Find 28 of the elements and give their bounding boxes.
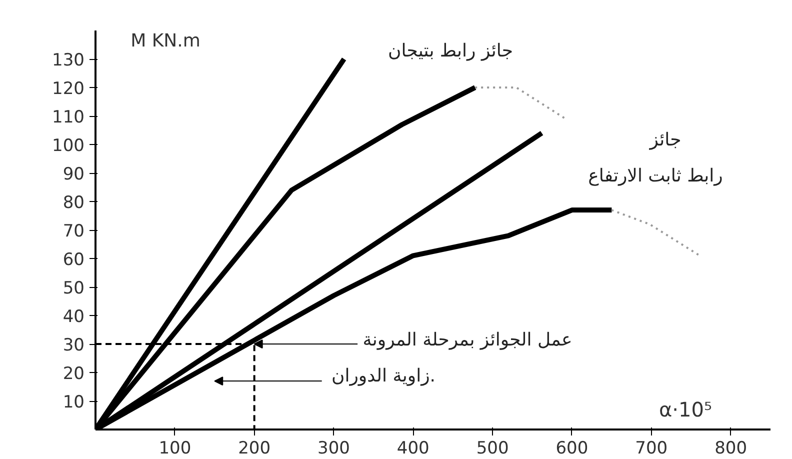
y-tick-label: 110 — [52, 108, 85, 128]
annotation: جائز — [648, 130, 682, 150]
x-tick-label: 300 — [318, 438, 350, 458]
y-tick-label: 50 — [62, 278, 85, 298]
y-tick-label: 90 — [62, 164, 85, 184]
y-tick-label: 40 — [62, 307, 85, 327]
y-tick-label: 20 — [62, 364, 85, 384]
y-tick-label: 70 — [62, 222, 85, 242]
x-tick-label: 500 — [476, 438, 509, 458]
y-tick-label: 100 — [52, 136, 85, 156]
y-tick-label: 10 — [62, 392, 85, 412]
y-tick-label: 130 — [52, 50, 85, 70]
annotation: رابط ثابت الارتفاع — [588, 166, 723, 186]
y-tick-label: 120 — [52, 79, 85, 99]
x-tick-label: 100 — [158, 438, 192, 458]
y-axis-title: M KN.m — [130, 30, 200, 52]
annotation: عمل الجوائز بمرحلة المرونة — [362, 330, 572, 350]
x-tick-label: 800 — [714, 438, 748, 458]
x-tick-label: 200 — [238, 438, 271, 458]
x-tick-label: 700 — [635, 438, 668, 458]
y-tick-label: 60 — [62, 250, 85, 270]
x-axis-title: α·10⁵ — [658, 398, 712, 422]
x-tick-label: 600 — [556, 438, 588, 458]
y-tick-label: 30 — [62, 336, 85, 356]
annotation: جائز رابط بتيجان — [388, 40, 513, 62]
x-tick-label: 400 — [396, 438, 430, 458]
annotation: زاوية الدوران. — [331, 366, 436, 386]
y-tick-label: 80 — [62, 193, 85, 213]
